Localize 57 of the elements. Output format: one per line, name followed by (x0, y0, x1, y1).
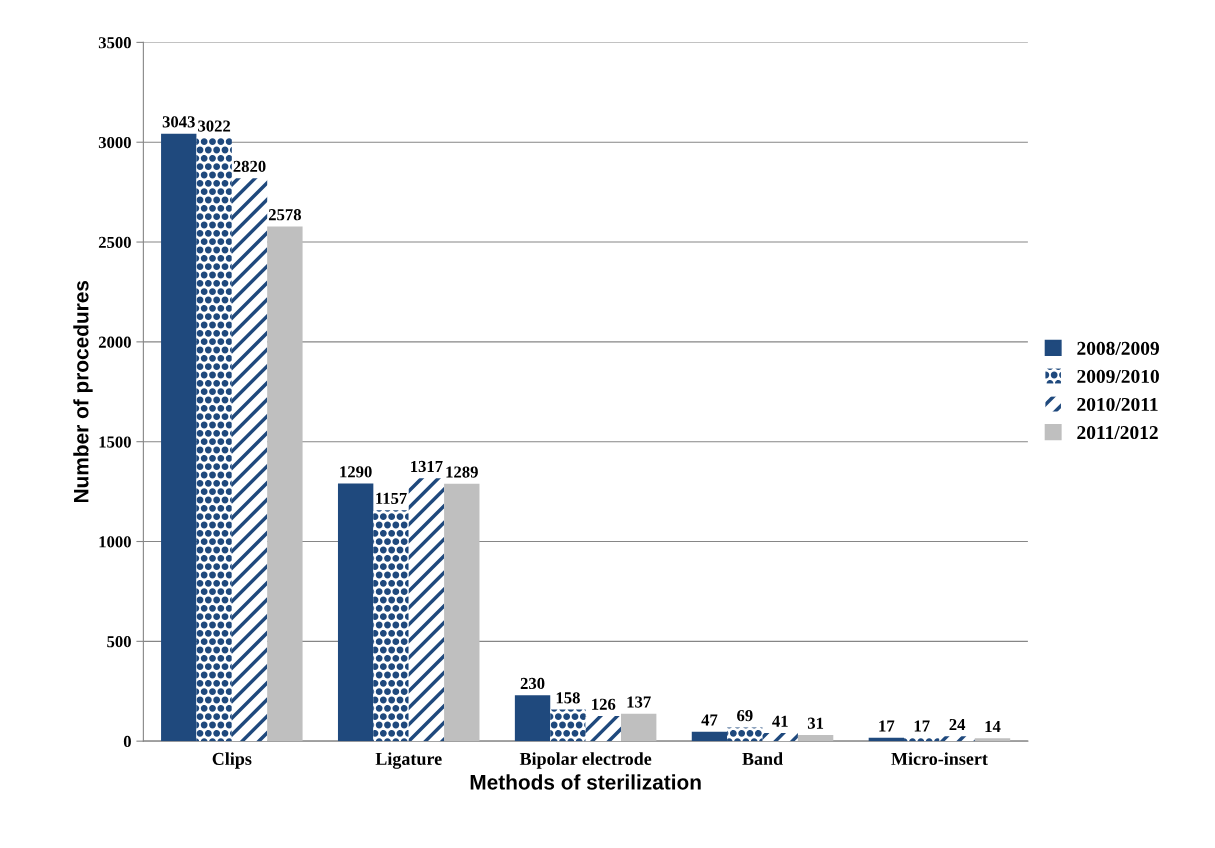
bar (550, 709, 586, 742)
bar (231, 178, 268, 742)
bar (161, 133, 197, 742)
x-tick-label: Clips (212, 752, 252, 769)
data-label: 69 (737, 710, 753, 722)
x-tick-label: Band (742, 752, 783, 765)
x-tick-label: Micro-insert (891, 752, 988, 765)
bar (621, 713, 657, 742)
data-label: 1290 (340, 466, 372, 478)
bar (727, 727, 763, 742)
legend-label: 2008/2009 (1077, 341, 1159, 355)
x-tick-label: Bipolar electrode (519, 752, 652, 769)
data-label: 17 (914, 720, 930, 732)
data-label: 137 (627, 696, 651, 708)
bar (337, 483, 374, 742)
data-label: 17 (879, 720, 895, 732)
bar (585, 716, 622, 742)
bar (408, 478, 445, 742)
data-label: 1157 (376, 492, 407, 504)
data-label: 126 (592, 698, 616, 710)
data-label: 158 (556, 692, 580, 704)
data-label: 1289 (446, 466, 478, 478)
data-label: 3043 (162, 116, 195, 128)
legend-label: 2010/2011 (1077, 397, 1158, 412)
bar (797, 734, 834, 742)
bar (974, 738, 1011, 742)
y-tick-label: 1500 (99, 436, 131, 448)
bar (762, 732, 798, 742)
bar (691, 731, 728, 742)
bar (444, 483, 480, 742)
bar (196, 137, 232, 742)
data-label: 14 (985, 721, 1001, 733)
y-tick-label: 2500 (98, 236, 131, 248)
data-label: 47 (701, 714, 718, 726)
bar (939, 736, 975, 742)
data-label: 41 (772, 715, 788, 727)
data-label: 3022 (198, 120, 231, 132)
data-label: 2820 (233, 160, 266, 172)
y-tick-label: 0 (123, 735, 131, 748)
data-label: 2578 (268, 209, 302, 221)
data-label: 24 (949, 719, 966, 731)
legend-label: 2009/2010 (1077, 369, 1159, 383)
data-label: 230 (520, 677, 545, 690)
x-tick-label: Ligature (375, 752, 442, 769)
y-tick-label: 1000 (99, 536, 131, 548)
y-tick-label: 500 (107, 636, 131, 648)
data-label: 1317 (411, 460, 443, 473)
data-label: 31 (807, 717, 824, 729)
x-axis-title: Methods of sterilization (470, 774, 701, 790)
bar (267, 226, 303, 742)
y-tick-label: 3500 (98, 37, 131, 49)
legend-label: 2011/2012 (1077, 425, 1158, 440)
bar (373, 510, 409, 742)
bar (514, 695, 551, 742)
y-axis-title: Number of procedures (73, 280, 93, 503)
y-tick-label: 2000 (98, 336, 131, 348)
y-tick-label: 3000 (98, 136, 131, 149)
